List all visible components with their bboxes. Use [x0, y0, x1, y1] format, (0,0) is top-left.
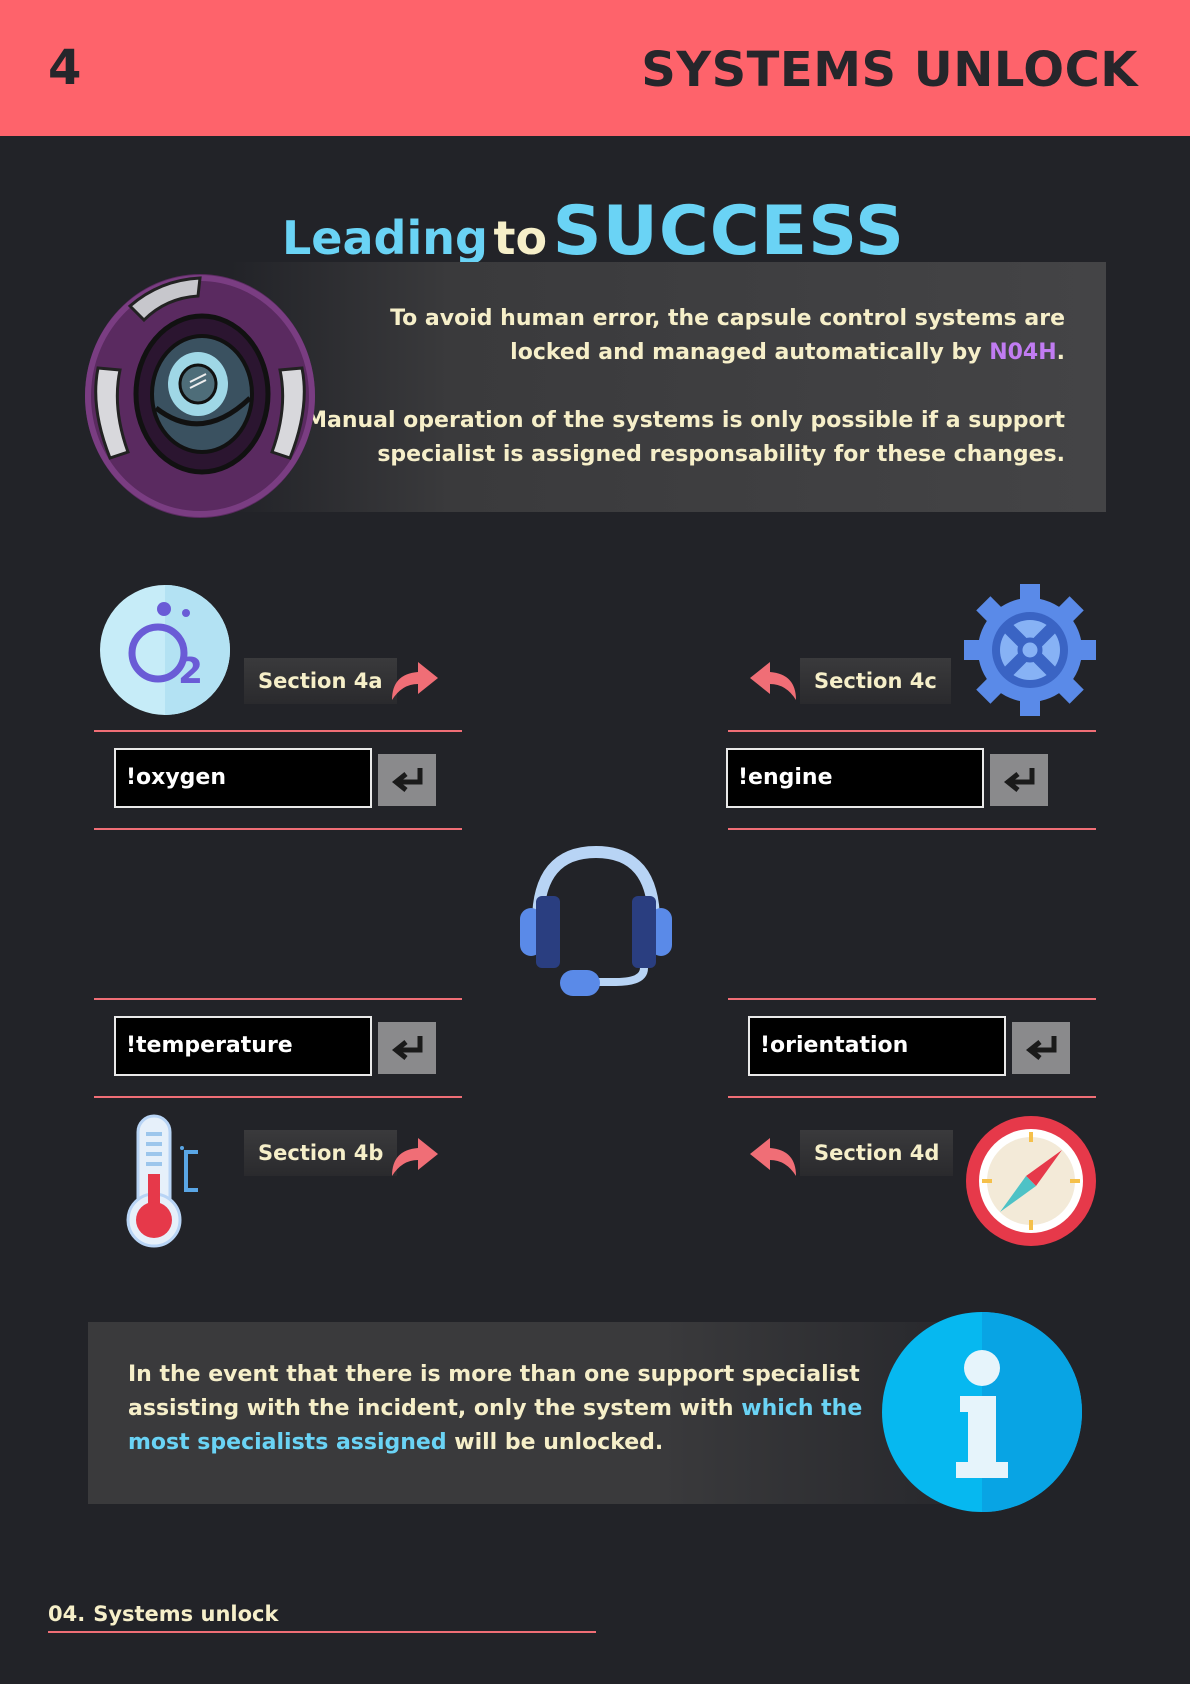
- robot-eye-icon: [85, 274, 315, 518]
- footer-label: 04. Systems unlock: [48, 1602, 278, 1626]
- heading-word-to: to: [493, 211, 548, 265]
- section-4a-label: Section 4a: [244, 658, 397, 704]
- footer-number: 04.: [48, 1602, 86, 1626]
- headset-icon: [520, 845, 672, 996]
- engine-command-field[interactable]: !engine: [726, 748, 984, 808]
- divider: [728, 1096, 1096, 1098]
- divider: [728, 998, 1096, 1000]
- main-heading: Leading to SUCCESS: [282, 198, 905, 266]
- intro-text-end: .: [1056, 340, 1065, 365]
- enter-key-icon: [391, 768, 423, 792]
- section-4d-label: Section 4d: [800, 1130, 954, 1176]
- thermometer-icon: [126, 1114, 198, 1248]
- intro-paragraph-1: To avoid human error, the capsule contro…: [305, 302, 1065, 370]
- info-text: In the event that there is more than one…: [128, 1358, 888, 1460]
- orientation-enter-button[interactable]: [1012, 1022, 1070, 1074]
- oxygen-command-field[interactable]: !oxygen: [114, 748, 372, 808]
- curved-arrow-icon: [392, 662, 438, 700]
- orientation-command-field[interactable]: !orientation: [748, 1016, 1006, 1076]
- intro-paragraph-2: Manual operation of the systems is only …: [305, 408, 1065, 467]
- footer-divider: [48, 1631, 596, 1633]
- intro-box: To avoid human error, the capsule contro…: [230, 262, 1106, 512]
- intro-text: To avoid human error, the capsule contro…: [390, 306, 1065, 365]
- temperature-command-field[interactable]: !temperature: [114, 1016, 372, 1076]
- enter-key-icon: [1003, 768, 1035, 792]
- oxygen-icon: 2: [100, 585, 230, 715]
- engine-enter-button[interactable]: [990, 754, 1048, 806]
- page-number: 4: [48, 40, 82, 96]
- compass-icon: [966, 1116, 1096, 1246]
- page-header: 4 SYSTEMS UNLOCK: [0, 0, 1190, 136]
- divider: [94, 828, 462, 830]
- divider: [94, 1096, 462, 1098]
- heading-word-success: SUCCESS: [552, 192, 906, 271]
- info-box: In the event that there is more than one…: [88, 1322, 968, 1504]
- curved-arrow-icon: [750, 1138, 796, 1176]
- n04h-highlight: N04H: [989, 340, 1057, 365]
- enter-key-icon: [391, 1036, 423, 1060]
- info-text-end: will be unlocked.: [446, 1430, 664, 1455]
- heading-word-leading: Leading: [282, 211, 488, 265]
- curved-arrow-icon: [392, 1138, 438, 1176]
- divider: [728, 828, 1096, 830]
- curved-arrow-icon: [750, 662, 796, 700]
- divider: [94, 730, 462, 732]
- info-highlight: which the most specialists assigned: [128, 1396, 863, 1455]
- page-title: SYSTEMS UNLOCK: [641, 42, 1138, 98]
- gear-icon: [964, 584, 1096, 716]
- divider: [728, 730, 1096, 732]
- section-4c-label: Section 4c: [800, 658, 951, 704]
- info-icon: [882, 1312, 1082, 1512]
- enter-key-icon: [1025, 1036, 1057, 1060]
- svg-text:2: 2: [178, 651, 203, 692]
- info-text-start: In the event that there is more than one…: [128, 1362, 860, 1421]
- footer-text: Systems unlock: [93, 1602, 279, 1626]
- section-4b-label: Section 4b: [244, 1130, 398, 1176]
- temperature-enter-button[interactable]: [378, 1022, 436, 1074]
- divider: [94, 998, 462, 1000]
- oxygen-enter-button[interactable]: [378, 754, 436, 806]
